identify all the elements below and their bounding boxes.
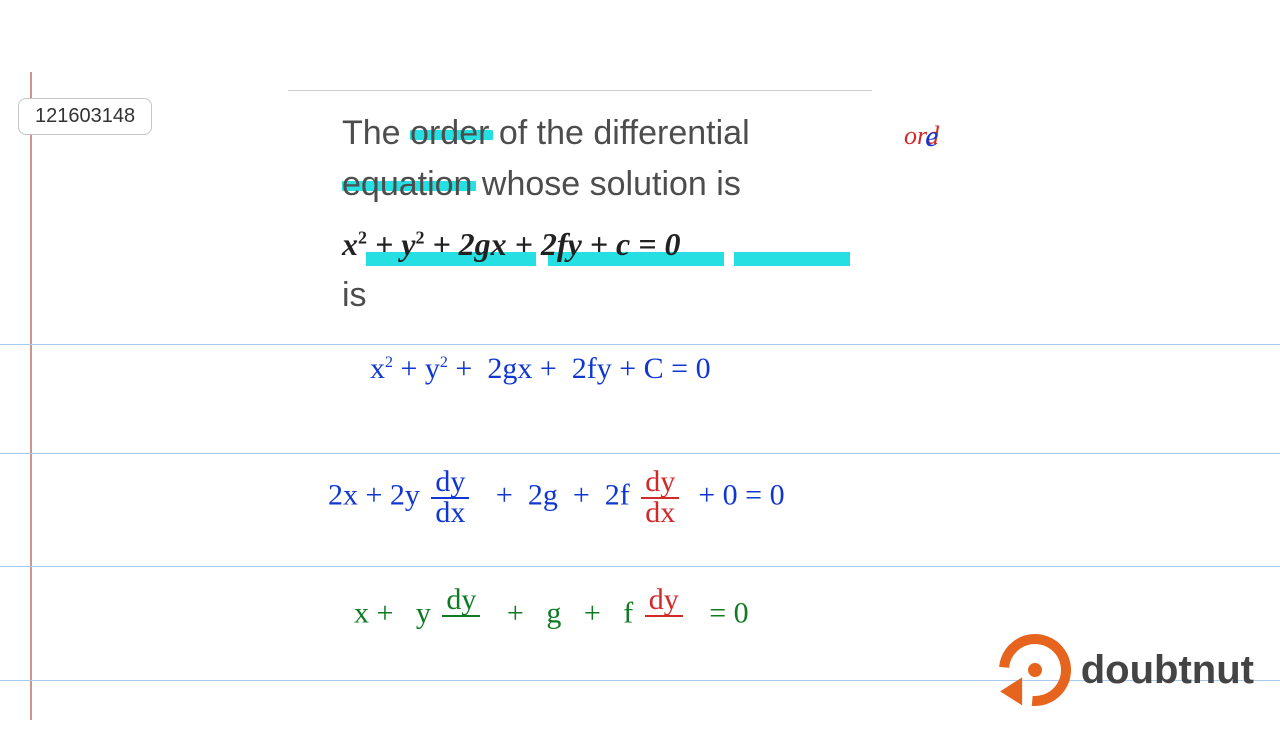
marginal-note-order: orde	[904, 118, 939, 152]
question-line-4: is	[342, 270, 902, 321]
question-line1-prefix: The	[342, 114, 410, 152]
question-equation: x2 + y2 + 2gx + 2fy + c = 0	[342, 220, 680, 268]
question-line2-suffix: whose solution is	[472, 165, 740, 203]
ruled-line	[0, 566, 1280, 567]
question-word-order: order	[410, 114, 489, 152]
ruled-line	[0, 344, 1280, 345]
question-id-tag: 121603148	[18, 98, 152, 135]
frac-dy-3: dy	[442, 586, 480, 645]
doubtnut-logo: doubtnut	[999, 634, 1254, 706]
frac-dy-4: dy	[645, 586, 683, 645]
question-line-2: equation whose solution is	[342, 159, 902, 210]
doubtnut-mark-icon	[984, 619, 1085, 720]
equation-text: x2 + y2 + 2gx + 2fy + c = 0	[342, 226, 680, 262]
paper-margin-line	[30, 72, 32, 720]
work-line-2: 2x + 2y dydx + 2g + 2f dydx + 0 = 0	[328, 468, 785, 527]
frac-dy-dx-2: dydx	[641, 468, 679, 527]
question-word-equation: equation	[342, 165, 472, 203]
question-text: The order of the differential equation w…	[342, 108, 902, 321]
highlight-word-order: order	[410, 108, 489, 159]
highlight-word-equation: equation	[342, 159, 472, 210]
question-line1-suffix: of the differential	[489, 114, 749, 152]
marginal-overlay: e	[925, 120, 938, 154]
ruled-line	[0, 453, 1280, 454]
frac-dy-dx-1: dydx	[431, 468, 469, 527]
work-line-1: x2 + y2 + 2gx + 2fy + C = 0	[370, 352, 711, 386]
question-line-1: The order of the differential	[342, 108, 902, 159]
work-line-3: x + y dy + g + f dy = 0	[354, 586, 749, 645]
doubtnut-wordmark: doubtnut	[1081, 648, 1254, 693]
question-card-divider	[288, 90, 872, 91]
